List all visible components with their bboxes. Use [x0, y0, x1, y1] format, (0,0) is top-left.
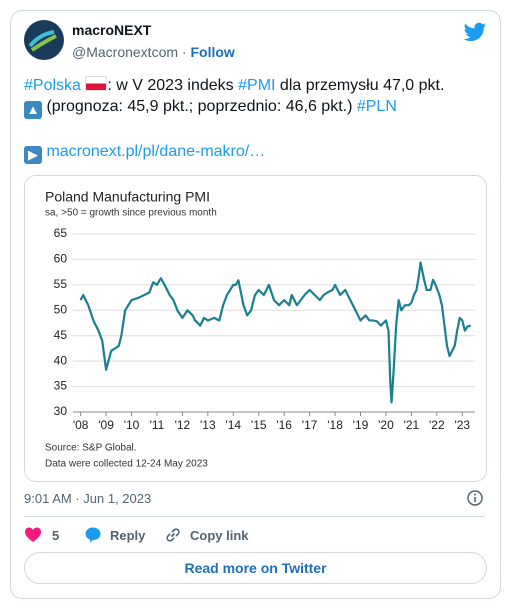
tweet-line-2: ▲ (prognoza: 45,9 pkt.; poprzednio: 46,6… — [24, 98, 397, 119]
x-tick-label: '09 — [98, 418, 114, 432]
read-more-button[interactable]: Read more on Twitter — [24, 552, 487, 584]
link[interactable]: macronext.pl/pl/dane-makro/… — [46, 143, 266, 160]
x-tick-label: '08 — [73, 418, 89, 432]
x-tick-label: '11 — [150, 418, 165, 432]
separator: · — [181, 44, 187, 60]
copy-link-button[interactable]: Copy link — [190, 528, 249, 543]
y-tick-label: 30 — [54, 404, 68, 418]
reply-icon[interactable] — [84, 526, 102, 544]
chart-card[interactable]: Poland Manufacturing PMI sa, >50 = growt… — [24, 175, 487, 482]
hashtag[interactable]: #PMI — [238, 77, 276, 94]
handle[interactable]: @Macronextcom — [72, 44, 179, 60]
y-tick-label: 60 — [54, 252, 68, 266]
arrow-right-icon: ▶ — [24, 146, 42, 164]
chart-note: Data were collected 12-24 May 2023 — [45, 459, 208, 470]
y-tick-label: 45 — [54, 328, 68, 342]
x-tick-label: '13 — [200, 418, 216, 432]
chart-source: Source: S&P Global. — [45, 443, 137, 454]
y-tick-label: 65 — [54, 226, 68, 240]
avatar[interactable] — [24, 20, 64, 60]
x-tick-label: '14 — [225, 418, 241, 432]
handle-row: @Macronextcom · Follow — [72, 44, 235, 60]
hashtag[interactable]: #PLN — [356, 98, 397, 115]
tweet-text: dla przemysłu 47,0 pkt. — [275, 77, 445, 94]
tweet-line-1: #Polska : w V 2023 indeks #PMI dla przem… — [24, 76, 444, 95]
pmi-line — [79, 261, 471, 404]
like-count: 5 — [52, 528, 60, 543]
timestamp[interactable]: 9:01 AM · Jun 1, 2023 — [24, 491, 152, 506]
arrow-up-icon: ▲ — [24, 101, 42, 119]
x-tick-label: '23 — [454, 418, 470, 432]
x-tick-label: '10 — [124, 418, 140, 432]
copy-link-icon[interactable] — [164, 526, 182, 544]
chart-subtitle: sa, >50 = growth since previous month — [45, 208, 217, 219]
divider — [24, 516, 485, 517]
x-tick-label: '19 — [353, 418, 369, 432]
info-icon[interactable] — [466, 489, 484, 507]
y-tick-label: 55 — [54, 277, 68, 291]
x-tick-label: '18 — [327, 418, 343, 432]
x-tick-label: '16 — [276, 418, 292, 432]
x-tick-label: '17 — [302, 418, 318, 432]
follow[interactable]: Follow — [190, 44, 235, 60]
hashtag[interactable]: #Polska — [24, 77, 81, 94]
twitter-logo[interactable] — [463, 22, 487, 42]
x-tick-label: '12 — [175, 418, 191, 432]
chart: Poland Manufacturing PMI sa, >50 = growt… — [25, 176, 486, 481]
tweet-card — [10, 10, 501, 599]
like-icon[interactable] — [24, 526, 42, 544]
y-tick-label: 35 — [54, 379, 68, 393]
tweet-text: : w V 2023 indeks — [107, 77, 239, 94]
x-tick-label: '22 — [429, 418, 445, 432]
tweet-text: (prognoza: 45,9 pkt.; poprzednio: 46,6 p… — [42, 98, 357, 115]
y-tick-label: 50 — [54, 302, 68, 316]
tweet-line-3: ▶ macronext.pl/pl/dane-makro/… — [24, 143, 265, 164]
x-tick-label: '21 — [404, 418, 420, 432]
x-tick-label: '15 — [251, 418, 267, 432]
x-tick-label: '20 — [378, 418, 394, 432]
chart-background — [25, 176, 486, 481]
y-tick-label: 40 — [54, 353, 68, 367]
reply-button[interactable]: Reply — [110, 528, 146, 543]
flag-icon — [85, 76, 108, 91]
chart-title: Poland Manufacturing PMI — [45, 189, 210, 205]
user-name[interactable]: macroNEXT — [72, 22, 152, 38]
